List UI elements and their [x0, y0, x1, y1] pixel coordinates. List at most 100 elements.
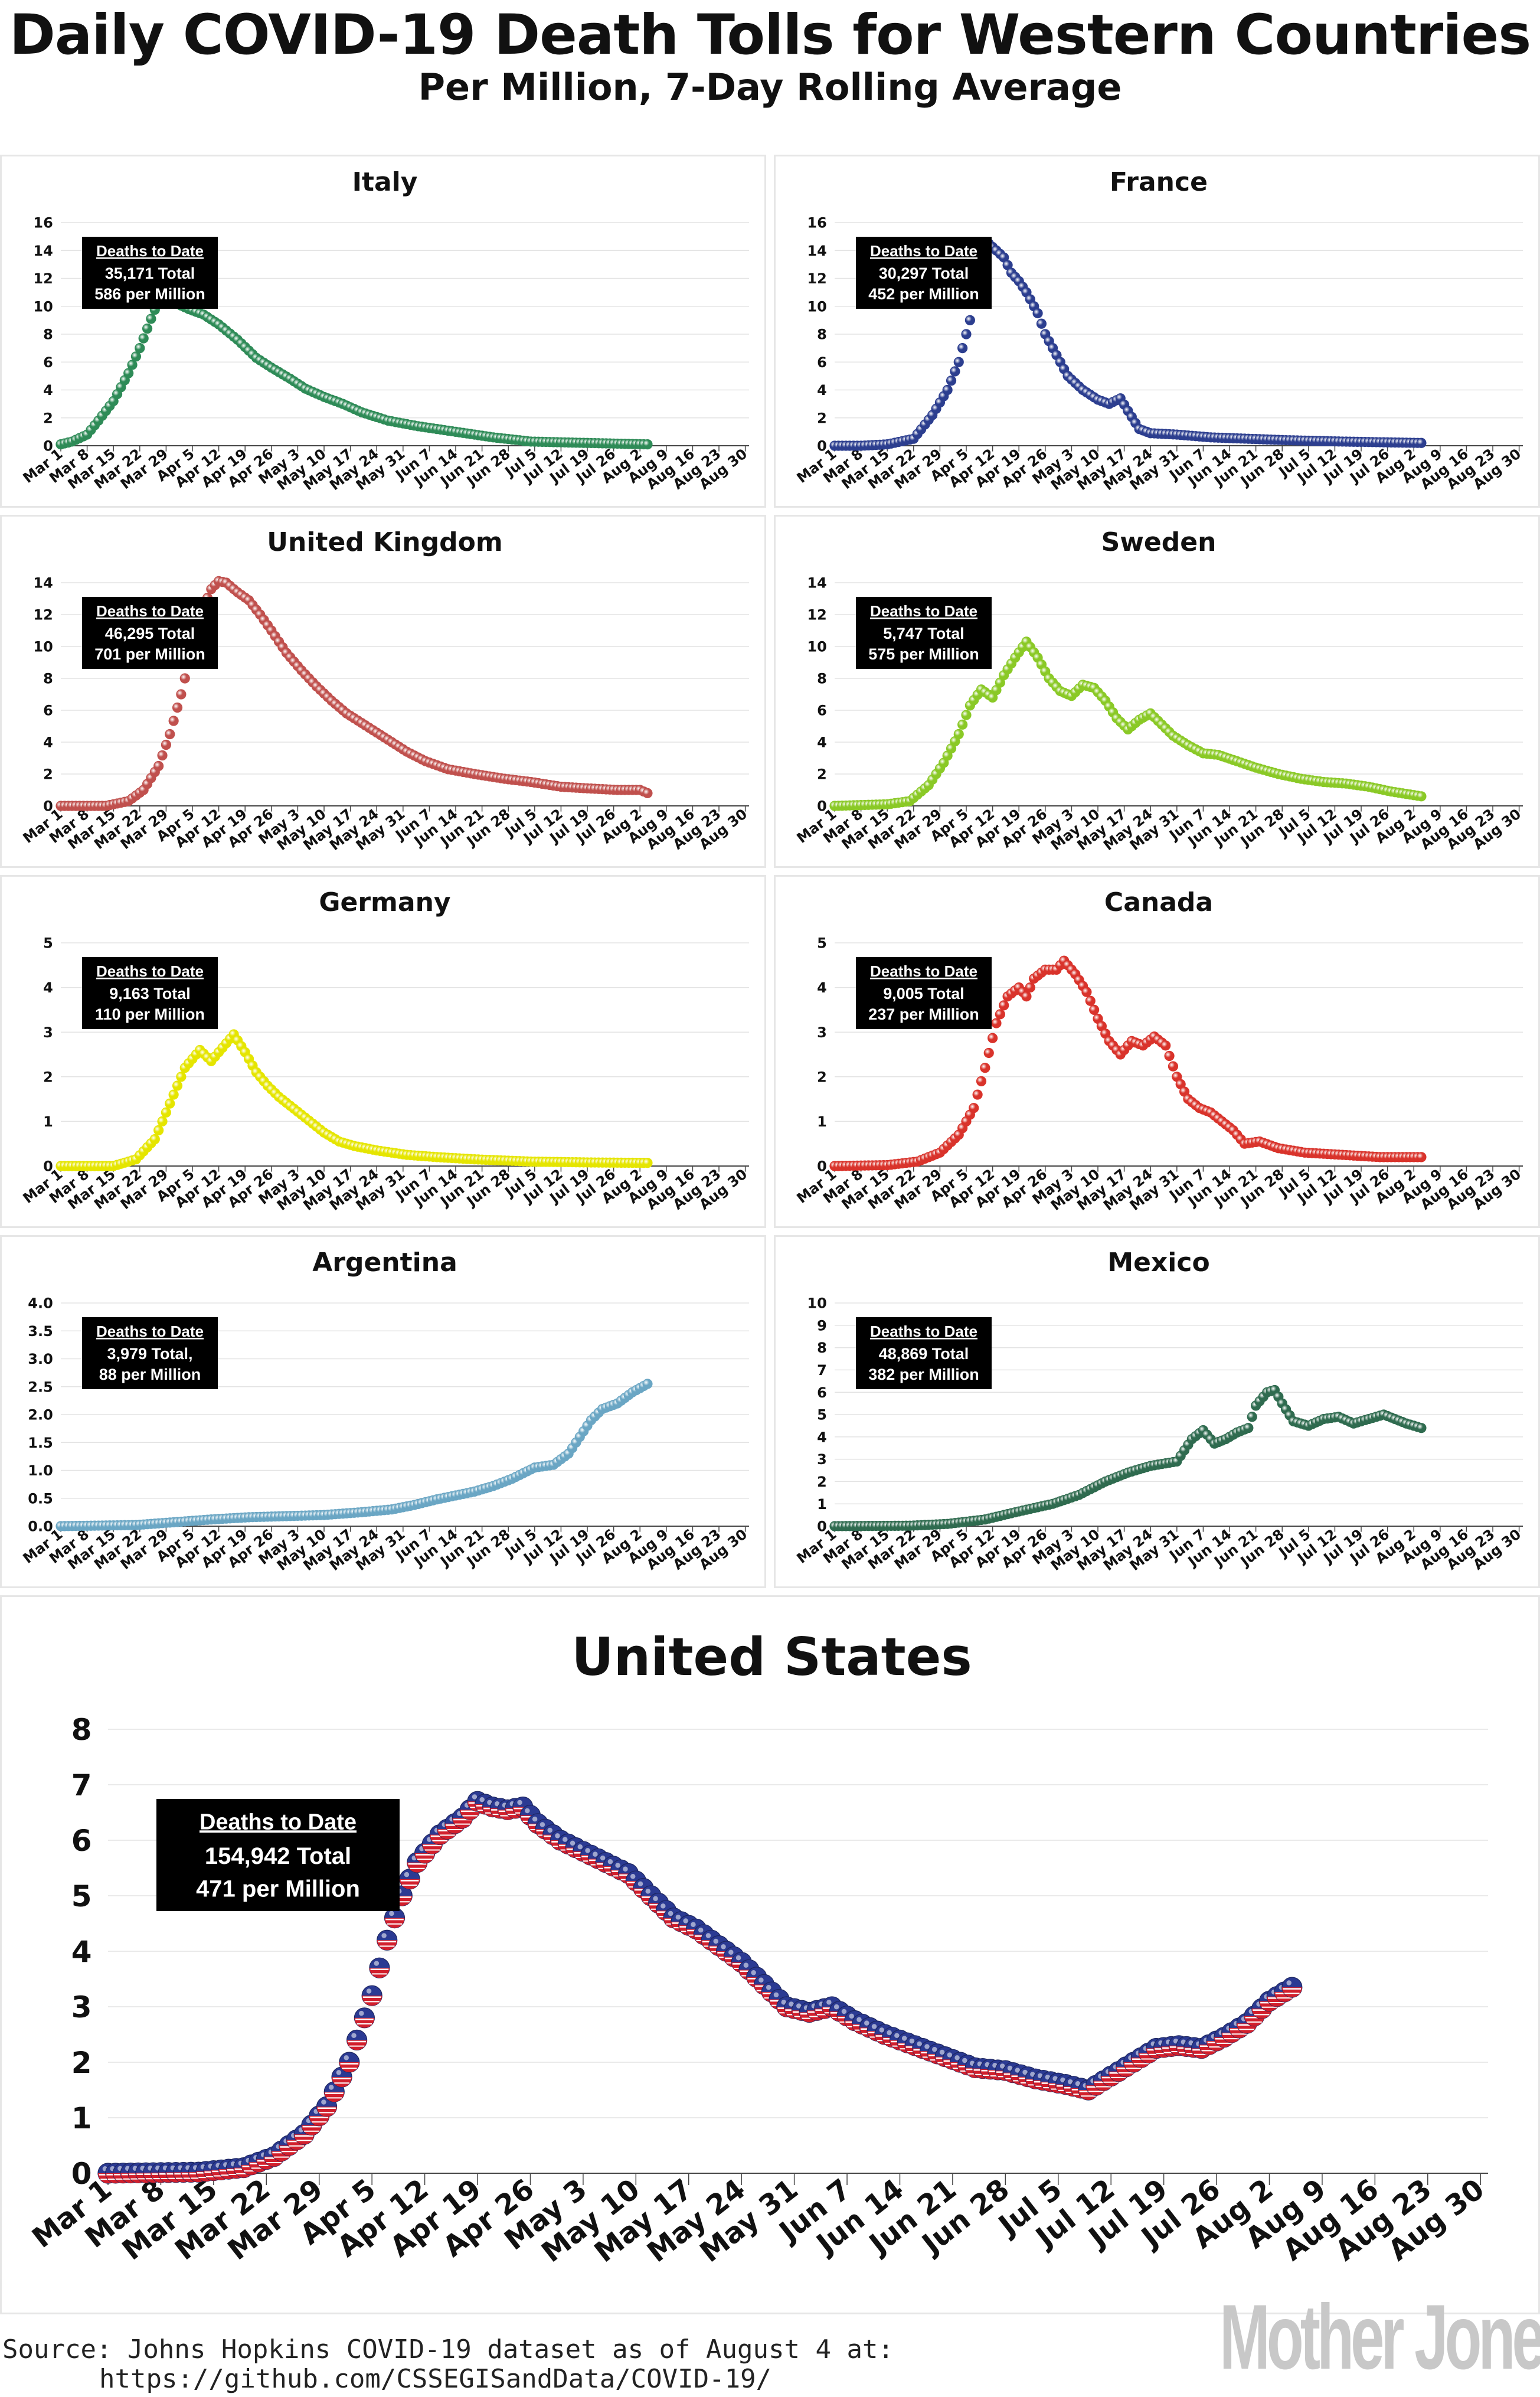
deaths-to-date-box: Deaths to Date 154,942 Total 471 per Milli… — [156, 1799, 400, 1911]
data-point — [957, 343, 968, 354]
y-tick-label: 10 — [807, 639, 826, 655]
y-tick-label: 4 — [817, 979, 827, 996]
data-point — [331, 2066, 352, 2088]
data-point — [153, 760, 164, 772]
chart-panel-united-states: United States 0 1 2 3 4 5 6 7 8 Mar 1 Mar 8 Mar 15 Ma… — [0, 1595, 1540, 2314]
data-point — [980, 1063, 990, 1073]
y-tick-label: 4 — [43, 734, 53, 751]
y-tick-label: 3 — [817, 1451, 827, 1468]
y-tick-label: 0.5 — [28, 1490, 53, 1507]
data-point — [964, 315, 975, 325]
data-point — [953, 357, 964, 367]
box-heading: Deaths to Date — [96, 602, 204, 620]
y-tick-label: 3 — [43, 1024, 53, 1041]
data-point — [142, 323, 153, 334]
box-per-million: 88 per Million — [99, 1366, 201, 1383]
y-tick-label: 0 — [43, 438, 53, 455]
data-point — [942, 384, 953, 396]
source-url: https://github.com/CSSEGISandData/COVID-… — [99, 2364, 772, 2394]
y-tick-label: 5 — [817, 1407, 827, 1423]
box-per-million: 382 per Million — [868, 1366, 979, 1383]
data-point — [172, 1080, 183, 1091]
data-point — [130, 351, 142, 362]
box-total: 30,297 Total — [879, 264, 969, 282]
box-heading: Deaths to Date — [96, 242, 204, 260]
data-point — [149, 1134, 160, 1145]
y-tick-label: 1.0 — [28, 1462, 53, 1479]
y-tick-label: 8 — [43, 326, 53, 343]
data-point — [346, 2029, 368, 2051]
data-point — [161, 1107, 172, 1118]
data-point — [642, 439, 653, 450]
data-point — [1021, 991, 1032, 1002]
box-heading: Deaths to Date — [870, 1322, 977, 1340]
y-tick-label: 12 — [807, 607, 826, 623]
data-point — [168, 716, 179, 726]
box-heading: Deaths to Date — [96, 1322, 204, 1340]
chart-svg: Argentina0.00.51.01.52.02.53.03.54.0Mar … — [20, 1248, 751, 1574]
chart-title: France — [1110, 167, 1208, 197]
data-point — [377, 1929, 398, 1951]
y-tick-label: 16 — [807, 215, 826, 231]
y-tick-label: 7 — [817, 1362, 827, 1379]
y-tick-label: 2 — [817, 766, 827, 783]
data-point — [127, 360, 138, 370]
data-point — [1036, 318, 1047, 329]
data-point — [950, 366, 960, 377]
chart-panel-mexico: Mexico 0 1 2 3 4 5 6 7 8 9 10 Mar 1 Mar 8 Mar 15 Mar 22… — [774, 1235, 1540, 1588]
y-tick-label: 12 — [33, 607, 53, 623]
data-point — [123, 368, 134, 378]
data-point — [1247, 1412, 1257, 1422]
y-tick-label: 5 — [817, 935, 827, 952]
data-point — [354, 2007, 375, 2029]
y-tick-label: 2 — [817, 1474, 827, 1490]
data-point — [642, 1158, 653, 1168]
y-tick-label: 5 — [71, 1879, 92, 1913]
y-tick-label: 2 — [43, 410, 53, 426]
box-heading: Deaths to Date — [870, 242, 977, 260]
deaths-to-date-box: Deaths to Date 5,747 Total 575 per Million — [856, 597, 992, 669]
box-per-million: 575 per Million — [868, 645, 979, 663]
y-tick-label: 3.5 — [28, 1323, 53, 1340]
y-tick-label: 6 — [71, 1824, 92, 1858]
chart-title: Argentina — [312, 1248, 457, 1278]
data-point — [157, 750, 168, 761]
data-point — [361, 1985, 382, 2006]
y-tick-label: 4.0 — [28, 1295, 53, 1312]
box-heading: Deaths to Date — [200, 1810, 357, 1834]
y-tick-label: 2 — [43, 766, 53, 783]
y-tick-label: 4 — [43, 382, 53, 399]
box-per-million: 452 per Million — [868, 285, 979, 303]
y-tick-label: 0 — [43, 798, 53, 815]
data-point — [1416, 1423, 1427, 1433]
data-point — [384, 1907, 406, 1929]
y-tick-label: 6 — [817, 1384, 827, 1401]
data-point — [168, 1089, 179, 1100]
data-point — [642, 1379, 653, 1389]
chart-title: United States — [571, 1627, 972, 1687]
y-tick-label: 0 — [817, 1158, 827, 1175]
data-point — [135, 343, 145, 354]
y-tick-label: 3 — [817, 1024, 827, 1041]
y-tick-label: 1 — [43, 1113, 53, 1130]
y-tick-label: 14 — [33, 575, 53, 592]
y-tick-label: 10 — [807, 298, 826, 315]
box-total: 46,295 Total — [105, 625, 195, 642]
y-tick-label: 1 — [71, 2101, 92, 2135]
data-point — [1416, 791, 1427, 802]
y-tick-label: 1 — [817, 1113, 827, 1130]
chart-panel-italy: Italy 0 2 4 6 8 10 12 14 16 Mar 1 Mar 8 Mar 15 Mar 22… — [0, 155, 766, 508]
data-point — [976, 1076, 987, 1086]
data-point — [999, 1000, 1009, 1011]
box-total: 35,171 Total — [105, 264, 195, 282]
y-tick-label: 5 — [43, 935, 53, 952]
y-tick-label: 4 — [71, 1935, 92, 1969]
y-tick-label: 12 — [807, 270, 826, 287]
y-tick-label: 7 — [71, 1768, 92, 1802]
box-per-million: 701 per Million — [94, 645, 205, 663]
chart-title: United Kingdom — [267, 527, 502, 557]
box-heading: Deaths to Date — [870, 962, 977, 980]
